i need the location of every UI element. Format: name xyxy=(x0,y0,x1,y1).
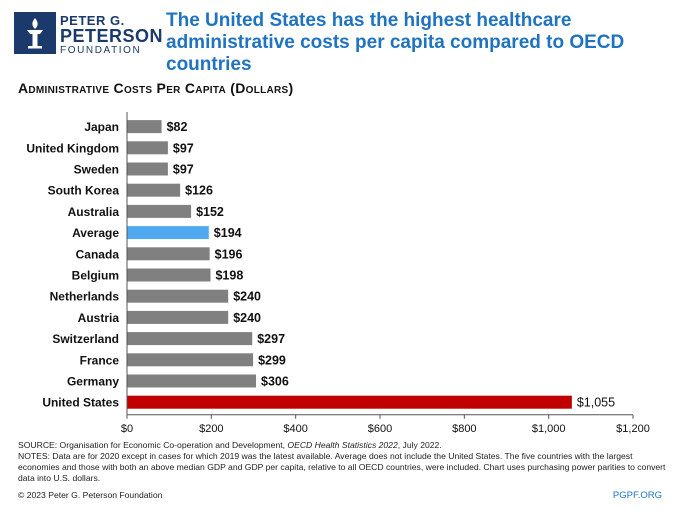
value-label: $240 xyxy=(233,311,261,325)
bar xyxy=(127,162,168,176)
torch-icon xyxy=(14,12,56,54)
category-label: South Korea xyxy=(48,184,120,198)
bar xyxy=(127,120,162,134)
bar-chart: Japan $82 United Kingdom $97 Sweden $97 South … xyxy=(26,112,650,435)
copyright-text: © 2023 Peter G. Peterson Foundation xyxy=(18,490,163,500)
notes-text: NOTES: Data are for 2020 except in cases… xyxy=(18,451,666,483)
bar xyxy=(127,204,192,218)
bar xyxy=(127,332,253,346)
bar xyxy=(127,395,572,409)
value-label: $299 xyxy=(258,353,286,367)
value-label: $198 xyxy=(215,269,243,283)
x-tick-label: $400 xyxy=(283,423,307,435)
x-tick-label: $1,000 xyxy=(532,423,566,435)
bar xyxy=(127,289,229,303)
value-label: $126 xyxy=(185,184,213,198)
source-prefix: SOURCE: Organisation for Economic Co-ope… xyxy=(18,440,288,450)
brand-line-3: FOUNDATION xyxy=(60,45,142,56)
value-label: $297 xyxy=(257,332,285,346)
category-label: Austria xyxy=(78,311,120,325)
brand-wordmark: PETER G. PETERSON FOUNDATION xyxy=(60,14,163,56)
x-tick-label: $600 xyxy=(368,423,392,435)
value-label: $152 xyxy=(196,205,224,219)
bar xyxy=(127,247,210,261)
site-link[interactable]: PGPF.ORG xyxy=(612,490,662,501)
value-label: $194 xyxy=(214,226,242,240)
category-label: United Kingdom xyxy=(26,141,119,155)
category-label: Netherlands xyxy=(50,290,120,304)
category-label: Australia xyxy=(68,205,120,219)
source-note: SOURCE: Organisation for Economic Co-ope… xyxy=(18,440,668,451)
category-label: United States xyxy=(42,396,119,410)
x-tick-label: $1,200 xyxy=(616,423,650,435)
bar xyxy=(127,310,229,324)
bar xyxy=(127,226,209,240)
x-tick-label: $0 xyxy=(121,423,133,435)
value-label: $82 xyxy=(167,120,188,134)
source-title: OECD Health Statistics 2022 xyxy=(287,440,398,450)
x-tick-label: $200 xyxy=(199,423,223,435)
category-label: France xyxy=(80,353,120,367)
category-label: Switzerland xyxy=(52,332,119,346)
chart-subtitle: Administrative Costs Per Capita (Dollars… xyxy=(18,80,294,96)
category-label: Sweden xyxy=(74,163,119,177)
brand-line-1: PETER G. xyxy=(60,13,125,28)
value-label: $1,055 xyxy=(577,396,615,410)
bar xyxy=(127,374,257,388)
value-label: $196 xyxy=(215,247,243,261)
category-label: Belgium xyxy=(72,269,119,283)
x-tick-label: $800 xyxy=(452,423,476,435)
chart-title: The United States has the highest health… xyxy=(166,10,625,75)
value-label: $97 xyxy=(173,141,194,155)
bar xyxy=(127,268,211,282)
value-label: $306 xyxy=(261,375,289,389)
value-label: $97 xyxy=(173,163,194,177)
bar xyxy=(127,353,254,367)
value-label: $240 xyxy=(233,290,261,304)
source-suffix: , July 2022. xyxy=(397,440,442,450)
footer-notes: SOURCE: Organisation for Economic Co-ope… xyxy=(18,440,668,484)
brand-logo: PETER G. PETERSON FOUNDATION xyxy=(14,12,163,64)
brand-line-2: PETERSON xyxy=(60,26,164,46)
bar xyxy=(127,183,181,197)
category-label: Germany xyxy=(67,375,119,389)
category-label: Japan xyxy=(84,120,119,134)
category-label: Canada xyxy=(76,247,120,261)
bar xyxy=(127,141,168,155)
category-label: Average xyxy=(72,226,119,240)
